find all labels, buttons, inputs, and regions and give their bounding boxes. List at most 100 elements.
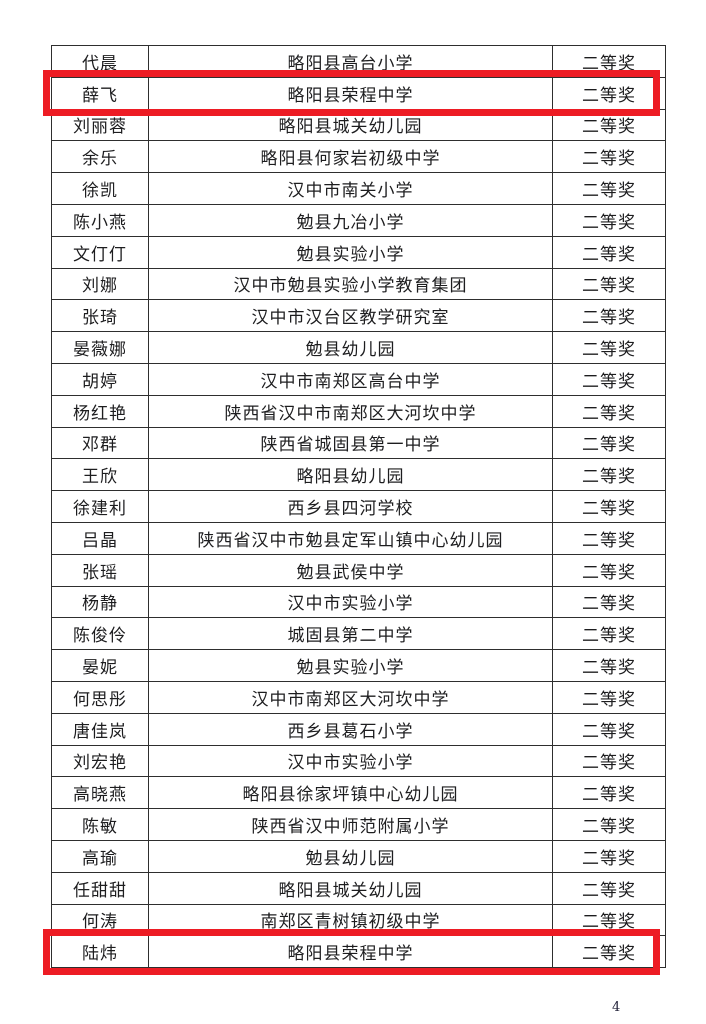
table-row: 高瑜 勉县幼儿园 二等奖 — [51, 839, 666, 873]
award-cell: 二等奖 — [552, 871, 666, 905]
school-cell: 略阳县城关幼儿园 — [148, 108, 553, 142]
school-cell: 勉县实验小学 — [148, 235, 553, 269]
school-cell: 汉中市实验小学 — [148, 585, 553, 619]
table-row: 陈小燕 勉县九冶小学 二等奖 — [51, 203, 666, 237]
table-row: 文仃仃 勉县实验小学 二等奖 — [51, 235, 666, 269]
school-cell: 陕西省汉中市勉县定军山镇中心幼儿园 — [148, 521, 553, 555]
name-cell: 张瑶 — [51, 553, 149, 587]
school-cell: 西乡县葛石小学 — [148, 712, 553, 746]
award-cell: 二等奖 — [552, 585, 666, 619]
school-cell: 汉中市汉台区教学研究室 — [148, 299, 553, 333]
school-cell: 略阳县高台小学 — [148, 45, 553, 78]
name-cell: 陆炜 — [51, 935, 149, 969]
school-cell: 汉中市勉县实验小学教育集团 — [148, 267, 553, 301]
name-cell: 胡婷 — [51, 362, 149, 396]
award-cell: 二等奖 — [552, 172, 666, 205]
name-cell: 高瑜 — [51, 839, 149, 873]
table-row: 杨静 汉中市实验小学 二等奖 — [51, 585, 666, 619]
name-cell: 代晨 — [51, 45, 149, 78]
award-cell: 二等奖 — [552, 808, 666, 841]
school-cell: 略阳县何家岩初级中学 — [148, 140, 553, 174]
school-cell: 汉中市南关小学 — [148, 172, 553, 205]
school-cell: 略阳县徐家坪镇中心幼儿园 — [148, 776, 553, 810]
name-cell: 唐佳岚 — [51, 712, 149, 746]
table-row: 晏妮 勉县实验小学 二等奖 — [51, 649, 666, 682]
award-cell: 二等奖 — [552, 108, 666, 142]
school-cell: 略阳县城关幼儿园 — [148, 871, 553, 905]
name-cell: 张琦 — [51, 299, 149, 333]
school-cell: 陕西省城固县第一中学 — [148, 426, 553, 460]
name-cell: 陈小燕 — [51, 203, 149, 237]
name-cell: 薛飞 — [51, 76, 149, 110]
table-row: 晏薇娜 勉县幼儿园 二等奖 — [51, 331, 666, 364]
award-cell: 二等奖 — [552, 617, 666, 651]
school-cell: 略阳县幼儿园 — [148, 458, 553, 492]
award-cell: 二等奖 — [552, 426, 666, 460]
award-cell: 二等奖 — [552, 680, 666, 714]
name-cell: 陈俊伶 — [51, 617, 149, 651]
table-row: 张瑶 勉县武侯中学 二等奖 — [51, 553, 666, 587]
name-cell: 刘丽蓉 — [51, 108, 149, 142]
award-cell: 二等奖 — [552, 903, 666, 937]
school-cell: 略阳县荣程中学 — [148, 76, 553, 110]
school-cell: 汉中市实验小学 — [148, 744, 553, 778]
school-cell: 汉中市南郑区高台中学 — [148, 362, 553, 396]
name-cell: 晏妮 — [51, 649, 149, 682]
award-cell: 二等奖 — [552, 45, 666, 78]
name-cell: 陈敏 — [51, 808, 149, 841]
award-cell: 二等奖 — [552, 776, 666, 810]
name-cell: 杨红艳 — [51, 394, 149, 428]
table-row: 陆炜 略阳县荣程中学 二等奖 — [51, 935, 666, 969]
school-cell: 陕西省汉中市南郑区大河坎中学 — [148, 394, 553, 428]
name-cell: 文仃仃 — [51, 235, 149, 269]
name-cell: 徐建利 — [51, 490, 149, 523]
page-number: 4 — [612, 1000, 621, 1015]
school-cell: 西乡县四河学校 — [148, 490, 553, 523]
table-row: 张琦 汉中市汉台区教学研究室 二等奖 — [51, 299, 666, 333]
award-cell: 二等奖 — [552, 362, 666, 396]
table-row: 薛飞 略阳县荣程中学 二等奖 — [51, 76, 666, 110]
table-row: 任甜甜 略阳县城关幼儿园 二等奖 — [51, 871, 666, 905]
school-cell: 勉县实验小学 — [148, 649, 553, 682]
school-cell: 勉县幼儿园 — [148, 331, 553, 364]
award-cell: 二等奖 — [552, 521, 666, 555]
award-cell: 二等奖 — [552, 331, 666, 364]
school-cell: 陕西省汉中师范附属小学 — [148, 808, 553, 841]
name-cell: 杨静 — [51, 585, 149, 619]
award-table-body: 代晨 略阳县高台小学 二等奖 薛飞 略阳县荣程中学 二等奖 刘丽蓉 略阳县城关幼… — [51, 45, 666, 969]
award-cell: 二等奖 — [552, 394, 666, 428]
table-row: 何涛 南郑区青树镇初级中学 二等奖 — [51, 903, 666, 937]
table-row: 唐佳岚 西乡县葛石小学 二等奖 — [51, 712, 666, 746]
award-cell: 二等奖 — [552, 490, 666, 523]
table-row: 刘丽蓉 略阳县城关幼儿园 二等奖 — [51, 108, 666, 142]
school-cell: 南郑区青树镇初级中学 — [148, 903, 553, 937]
name-cell: 余乐 — [51, 140, 149, 174]
name-cell: 刘娜 — [51, 267, 149, 301]
table-row: 徐建利 西乡县四河学校 二等奖 — [51, 490, 666, 523]
table-row: 徐凯 汉中市南关小学 二等奖 — [51, 172, 666, 205]
school-cell: 勉县幼儿园 — [148, 839, 553, 873]
name-cell: 高晓燕 — [51, 776, 149, 810]
table-row: 代晨 略阳县高台小学 二等奖 — [51, 45, 666, 78]
table-row: 高晓燕 略阳县徐家坪镇中心幼儿园 二等奖 — [51, 776, 666, 810]
award-cell: 二等奖 — [552, 267, 666, 301]
table-row: 胡婷 汉中市南郑区高台中学 二等奖 — [51, 362, 666, 396]
table-row: 王欣 略阳县幼儿园 二等奖 — [51, 458, 666, 492]
table-row: 何思彤 汉中市南郑区大河坎中学 二等奖 — [51, 680, 666, 714]
school-cell: 城固县第二中学 — [148, 617, 553, 651]
table-row: 邓群 陕西省城固县第一中学 二等奖 — [51, 426, 666, 460]
table-row: 陈敏 陕西省汉中师范附属小学 二等奖 — [51, 808, 666, 841]
award-cell: 二等奖 — [552, 649, 666, 682]
school-cell: 汉中市南郑区大河坎中学 — [148, 680, 553, 714]
award-table: 代晨 略阳县高台小学 二等奖 薛飞 略阳县荣程中学 二等奖 刘丽蓉 略阳县城关幼… — [51, 45, 666, 969]
name-cell: 晏薇娜 — [51, 331, 149, 364]
name-cell: 何涛 — [51, 903, 149, 937]
school-cell: 勉县武侯中学 — [148, 553, 553, 587]
award-cell: 二等奖 — [552, 76, 666, 110]
table-row: 吕晶 陕西省汉中市勉县定军山镇中心幼儿园 二等奖 — [51, 521, 666, 555]
school-cell: 勉县九冶小学 — [148, 203, 553, 237]
name-cell: 邓群 — [51, 426, 149, 460]
name-cell: 刘宏艳 — [51, 744, 149, 778]
name-cell: 任甜甜 — [51, 871, 149, 905]
